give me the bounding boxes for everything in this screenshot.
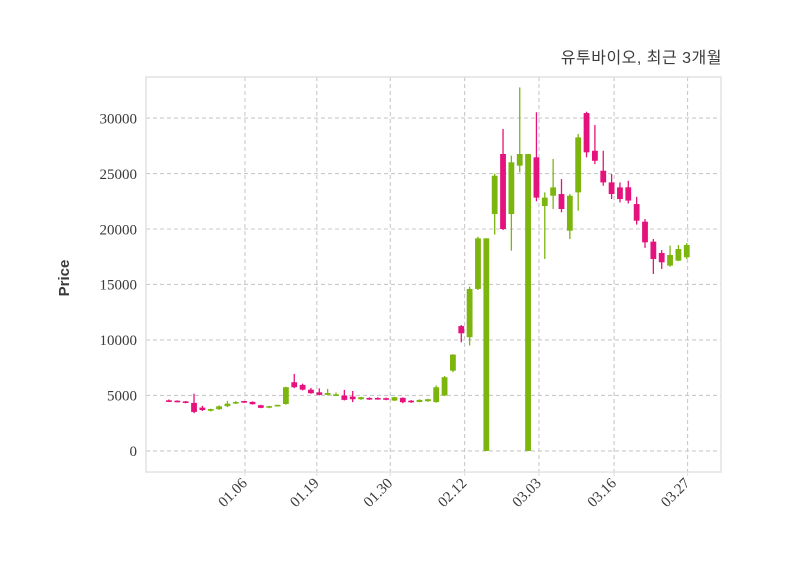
candle-body — [658, 252, 665, 263]
candle-body — [316, 392, 323, 395]
x-tick-label: 03.27 — [658, 475, 694, 511]
candle-body — [391, 397, 398, 401]
candle-body — [508, 162, 515, 215]
candle-body — [299, 384, 306, 390]
candle-body — [383, 398, 390, 400]
candle-body — [191, 402, 197, 412]
y-axis-title: Price — [56, 259, 73, 297]
candle-body — [466, 288, 473, 338]
x-tick-label: 03.03 — [510, 476, 545, 511]
x-tick-label: 01.06 — [216, 475, 252, 511]
y-tick-label: 25000 — [100, 167, 138, 183]
candle-body — [399, 397, 406, 403]
candle-body — [207, 408, 214, 411]
candle-body — [516, 154, 523, 166]
y-tick-label: 30000 — [100, 111, 138, 127]
y-tick-label: 0 — [130, 444, 138, 460]
candle-body — [583, 113, 590, 153]
candle-body — [182, 401, 189, 404]
candle-body — [441, 377, 448, 396]
candle-body — [308, 389, 314, 394]
candle-body — [491, 175, 498, 215]
y-tick-label: 10000 — [100, 333, 138, 349]
candle-body — [174, 400, 181, 403]
candle-body — [324, 393, 331, 395]
candle-body — [683, 244, 690, 258]
candle-body — [424, 399, 431, 402]
candle-body — [199, 407, 206, 411]
candle-body — [608, 182, 615, 195]
candle-body — [675, 248, 682, 261]
x-tick-label: 01.30 — [361, 476, 396, 511]
candle-body — [550, 187, 557, 196]
candle-body — [433, 387, 440, 403]
candle-body — [642, 221, 648, 243]
candle-body — [249, 401, 256, 405]
candle-body — [591, 150, 598, 161]
candle-body — [241, 401, 248, 403]
candle-body — [274, 404, 281, 407]
plot-frame — [145, 76, 722, 473]
candle-body — [232, 401, 239, 404]
candle-body — [541, 197, 548, 207]
candle-body — [617, 187, 623, 200]
candle-body — [625, 187, 632, 201]
candle-body — [358, 397, 364, 400]
x-tick-label: 01.19 — [287, 476, 322, 511]
y-tick-label: 20000 — [100, 222, 138, 238]
candle-body — [341, 395, 348, 400]
candle-body — [282, 387, 289, 404]
candle-body — [349, 396, 356, 400]
chart-title: 유투바이오, 최근 3개월 — [560, 50, 722, 67]
candle-body — [458, 326, 465, 334]
x-tick-label: 03.16 — [585, 475, 621, 511]
candle-body — [333, 394, 339, 396]
candle-body — [257, 405, 264, 408]
candle-body — [558, 194, 565, 210]
candle-body — [667, 254, 673, 266]
y-tick-label: 15000 — [100, 278, 138, 294]
candle-body — [650, 241, 657, 259]
candle-body — [291, 382, 298, 388]
y-tick-label: 5000 — [107, 389, 137, 405]
candle-body — [525, 154, 531, 451]
candle-body — [633, 204, 640, 221]
candle-body — [483, 238, 490, 451]
candle-body — [366, 397, 373, 400]
candle-body — [566, 195, 573, 231]
candle-body — [500, 154, 506, 230]
candle-body — [475, 238, 481, 289]
candle-body — [575, 137, 582, 193]
candle-body — [450, 354, 456, 371]
candle-body — [166, 400, 172, 402]
x-tick-label: 02.12 — [435, 476, 470, 511]
candle-body — [374, 397, 381, 400]
candle-body — [600, 170, 607, 183]
candle-body — [224, 403, 231, 407]
candle-body — [416, 399, 423, 402]
candle-body — [216, 406, 222, 410]
candle-body — [266, 406, 273, 408]
candle-body — [408, 400, 415, 403]
candle-body — [533, 157, 540, 198]
